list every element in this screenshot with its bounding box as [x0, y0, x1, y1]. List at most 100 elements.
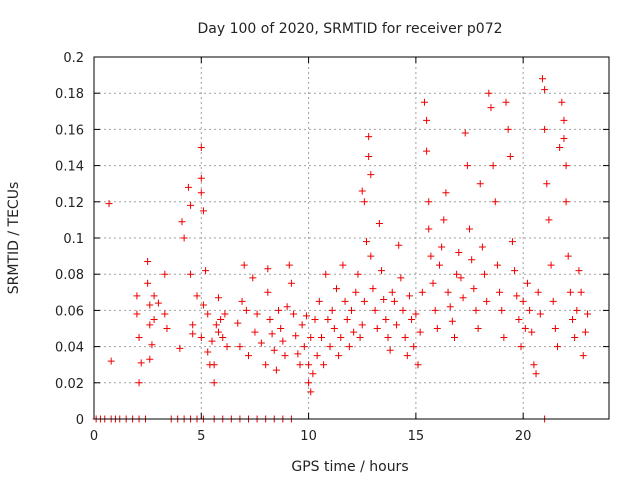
data-point — [187, 201, 195, 209]
data-point — [281, 352, 289, 360]
data-point — [313, 352, 321, 360]
data-point — [408, 315, 416, 323]
data-point — [380, 296, 388, 304]
data-point — [135, 334, 143, 342]
data-point — [397, 274, 405, 282]
data-point — [489, 162, 497, 170]
data-point — [148, 341, 156, 349]
data-point — [287, 279, 295, 287]
data-point — [455, 248, 463, 256]
x-tick-label: 20 — [515, 429, 532, 444]
chart-title: Day 100 of 2020, SRMTID for receiver p07… — [197, 21, 502, 37]
data-point — [302, 312, 310, 320]
x-axis-label: GPS time / hours — [291, 459, 408, 475]
data-point — [234, 319, 242, 327]
data-point — [547, 261, 555, 269]
data-point — [217, 315, 225, 323]
data-point — [556, 144, 564, 151]
data-point — [545, 216, 553, 224]
data-point — [386, 346, 394, 354]
y-tick-label: 0 — [76, 413, 84, 428]
data-point — [405, 292, 413, 300]
data-point — [414, 361, 422, 369]
data-point — [461, 129, 469, 137]
data-point — [180, 234, 188, 242]
data-point — [309, 370, 317, 378]
data-point — [468, 256, 476, 264]
data-point — [536, 310, 544, 318]
data-point — [105, 200, 113, 208]
data-point — [332, 285, 340, 293]
data-point — [365, 133, 373, 141]
data-point — [562, 162, 570, 170]
y-tick-label: 0.2 — [63, 51, 84, 66]
x-tick-label: 0 — [90, 429, 98, 444]
data-point — [429, 279, 437, 287]
data-point — [517, 343, 525, 351]
data-point — [214, 328, 222, 336]
y-tick-label: 0.16 — [55, 123, 84, 138]
data-point — [511, 267, 519, 275]
data-point — [575, 267, 583, 275]
data-point — [137, 359, 145, 367]
data-point — [264, 265, 272, 273]
data-point — [423, 147, 431, 155]
data-point — [350, 328, 358, 336]
data-point — [337, 334, 345, 342]
data-point — [560, 116, 568, 124]
data-point — [551, 325, 559, 332]
data-point — [135, 379, 143, 387]
data-point — [423, 116, 431, 124]
data-point — [466, 225, 474, 233]
data-point — [410, 343, 418, 351]
data-point — [504, 125, 512, 133]
data-point — [311, 315, 319, 323]
data-point — [541, 86, 549, 94]
data-point — [562, 198, 570, 206]
x-tick-label: 5 — [197, 429, 205, 444]
data-point — [236, 343, 244, 351]
data-point — [189, 321, 197, 329]
data-point — [444, 288, 452, 296]
data-point — [476, 180, 484, 188]
data-point — [322, 270, 330, 278]
data-point — [425, 225, 433, 233]
data-point — [290, 310, 298, 318]
data-point — [367, 252, 375, 260]
data-point — [307, 388, 315, 396]
data-point — [399, 306, 407, 314]
y-tick-label: 0.18 — [55, 87, 84, 102]
data-point — [549, 297, 557, 305]
data-point — [204, 348, 212, 356]
data-point — [532, 370, 540, 378]
data-point — [324, 315, 332, 323]
data-point — [412, 310, 420, 318]
y-tick-label: 0.02 — [55, 377, 84, 392]
data-point — [283, 303, 291, 311]
data-point — [279, 337, 287, 345]
data-point — [390, 297, 398, 305]
data-point — [326, 343, 334, 351]
data-point — [474, 325, 482, 332]
data-point — [335, 352, 343, 360]
axis-ticks: 0 0.02 0.04 0.06 0.08 0.1 0.12 0.14 0.16 0.18 0.2 0… — [55, 51, 609, 444]
data-point — [440, 216, 448, 224]
data-point — [197, 144, 205, 151]
data-point — [348, 306, 355, 314]
data-point — [393, 321, 401, 329]
data-point — [187, 270, 195, 278]
data-point — [107, 357, 115, 365]
data-point — [161, 270, 169, 278]
data-point — [354, 270, 362, 278]
data-point — [498, 306, 506, 314]
data-point — [579, 352, 587, 360]
data-point — [401, 334, 409, 342]
data-point — [367, 171, 375, 179]
data-point — [345, 343, 353, 351]
data-point — [427, 252, 435, 260]
data-point — [275, 306, 283, 314]
data-point — [566, 288, 574, 296]
data-point — [358, 321, 366, 329]
data-point — [146, 355, 154, 363]
data-point — [584, 310, 592, 318]
